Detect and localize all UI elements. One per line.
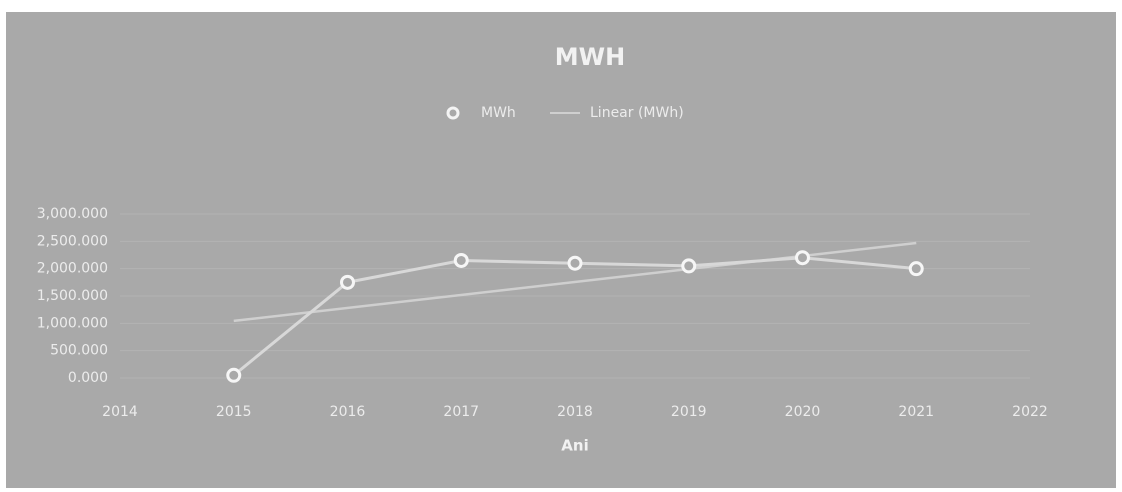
x-tick-label: 2022 bbox=[1012, 404, 1048, 420]
y-tick-label: 1,000.000 bbox=[37, 315, 108, 331]
x-axis-title: Ani bbox=[561, 437, 588, 455]
data-point bbox=[681, 258, 697, 274]
data-point bbox=[567, 255, 583, 271]
y-tick-label: 2,000.000 bbox=[37, 261, 108, 277]
y-tick-label: 500.000 bbox=[50, 343, 108, 359]
data-point bbox=[453, 252, 469, 268]
x-tick-label: 2019 bbox=[671, 404, 707, 420]
y-tick-label: 2,500.000 bbox=[37, 233, 108, 249]
data-point bbox=[908, 261, 924, 277]
x-tick-label: 2015 bbox=[216, 404, 252, 420]
y-tick-label: 0.000 bbox=[68, 370, 108, 386]
chart-background bbox=[6, 12, 1116, 488]
data-point bbox=[795, 250, 810, 266]
x-tick-label: 2020 bbox=[785, 404, 821, 420]
x-tick-label: 2018 bbox=[557, 404, 593, 420]
legend-marker bbox=[446, 106, 460, 120]
data-point bbox=[340, 274, 355, 290]
chart-title: MWH bbox=[555, 43, 625, 71]
x-tick-label: 2014 bbox=[102, 404, 138, 420]
x-tick-label: 2017 bbox=[443, 404, 479, 420]
legend-label: Linear (MWh) bbox=[590, 105, 684, 121]
legend-label: MWh bbox=[481, 105, 516, 121]
y-tick-label: 1,500.000 bbox=[37, 288, 108, 304]
y-tick-label: 3,000.000 bbox=[37, 206, 108, 222]
x-tick-label: 2021 bbox=[898, 404, 934, 420]
x-tick-label: 2016 bbox=[330, 404, 366, 420]
data-point bbox=[226, 367, 242, 383]
